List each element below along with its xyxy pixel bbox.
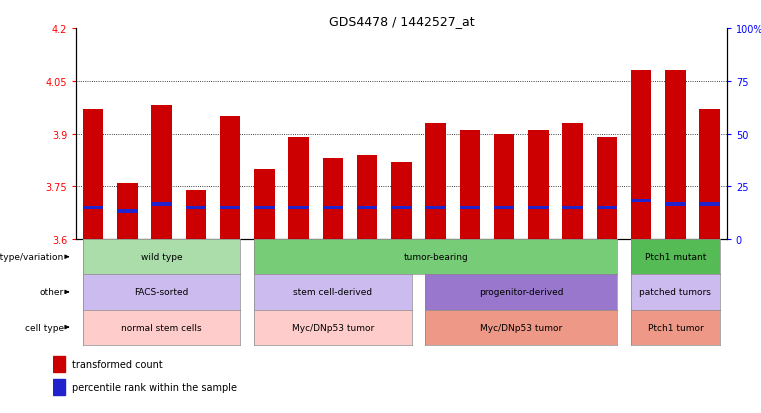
Text: FACS-sorted: FACS-sorted (135, 288, 189, 297)
Text: Myc/DNp53 tumor: Myc/DNp53 tumor (480, 323, 562, 332)
Bar (151, 203, 172, 206)
Bar (323, 159, 343, 240)
Bar (699, 203, 720, 206)
Bar (357, 206, 377, 210)
Text: other: other (40, 288, 64, 297)
Bar (151, 106, 172, 240)
Text: cell type: cell type (25, 323, 64, 332)
Bar (494, 134, 514, 240)
Text: normal stem cells: normal stem cells (122, 323, 202, 332)
Text: patched tumors: patched tumors (639, 288, 712, 297)
Text: Ptch1 tumor: Ptch1 tumor (648, 323, 703, 332)
Bar (391, 162, 412, 240)
Bar (597, 206, 617, 210)
Text: Ptch1 mutant: Ptch1 mutant (645, 253, 706, 261)
Bar (186, 190, 206, 240)
Bar (528, 131, 549, 240)
Bar (699, 110, 720, 240)
Bar (83, 110, 103, 240)
Bar (117, 183, 138, 240)
Bar (254, 169, 275, 240)
Bar (288, 206, 309, 210)
Bar (665, 203, 686, 206)
Bar (494, 206, 514, 210)
Title: GDS4478 / 1442527_at: GDS4478 / 1442527_at (329, 15, 474, 28)
Bar (117, 210, 138, 213)
Text: Myc/DNp53 tumor: Myc/DNp53 tumor (291, 323, 374, 332)
Bar (562, 124, 583, 240)
Text: transformed count: transformed count (72, 359, 163, 370)
Text: genotype/variation: genotype/variation (0, 253, 64, 261)
Bar (528, 206, 549, 210)
Bar (460, 206, 480, 210)
Text: percentile rank within the sample: percentile rank within the sample (72, 382, 237, 392)
Bar (391, 206, 412, 210)
Bar (83, 206, 103, 210)
Bar (562, 206, 583, 210)
Bar (597, 138, 617, 240)
Bar (220, 117, 240, 240)
Bar (186, 206, 206, 210)
Bar (53, 379, 65, 395)
Bar (53, 356, 65, 372)
Bar (425, 124, 446, 240)
Bar (357, 155, 377, 240)
Bar (288, 138, 309, 240)
Bar (323, 206, 343, 210)
Bar (220, 206, 240, 210)
Text: tumor-bearing: tumor-bearing (403, 253, 468, 261)
Bar (665, 71, 686, 240)
Text: stem cell-derived: stem cell-derived (294, 288, 372, 297)
Text: wild type: wild type (141, 253, 183, 261)
Bar (425, 206, 446, 210)
Text: progenitor-derived: progenitor-derived (479, 288, 564, 297)
Bar (631, 199, 651, 203)
Bar (631, 71, 651, 240)
Bar (460, 131, 480, 240)
Bar (254, 206, 275, 210)
